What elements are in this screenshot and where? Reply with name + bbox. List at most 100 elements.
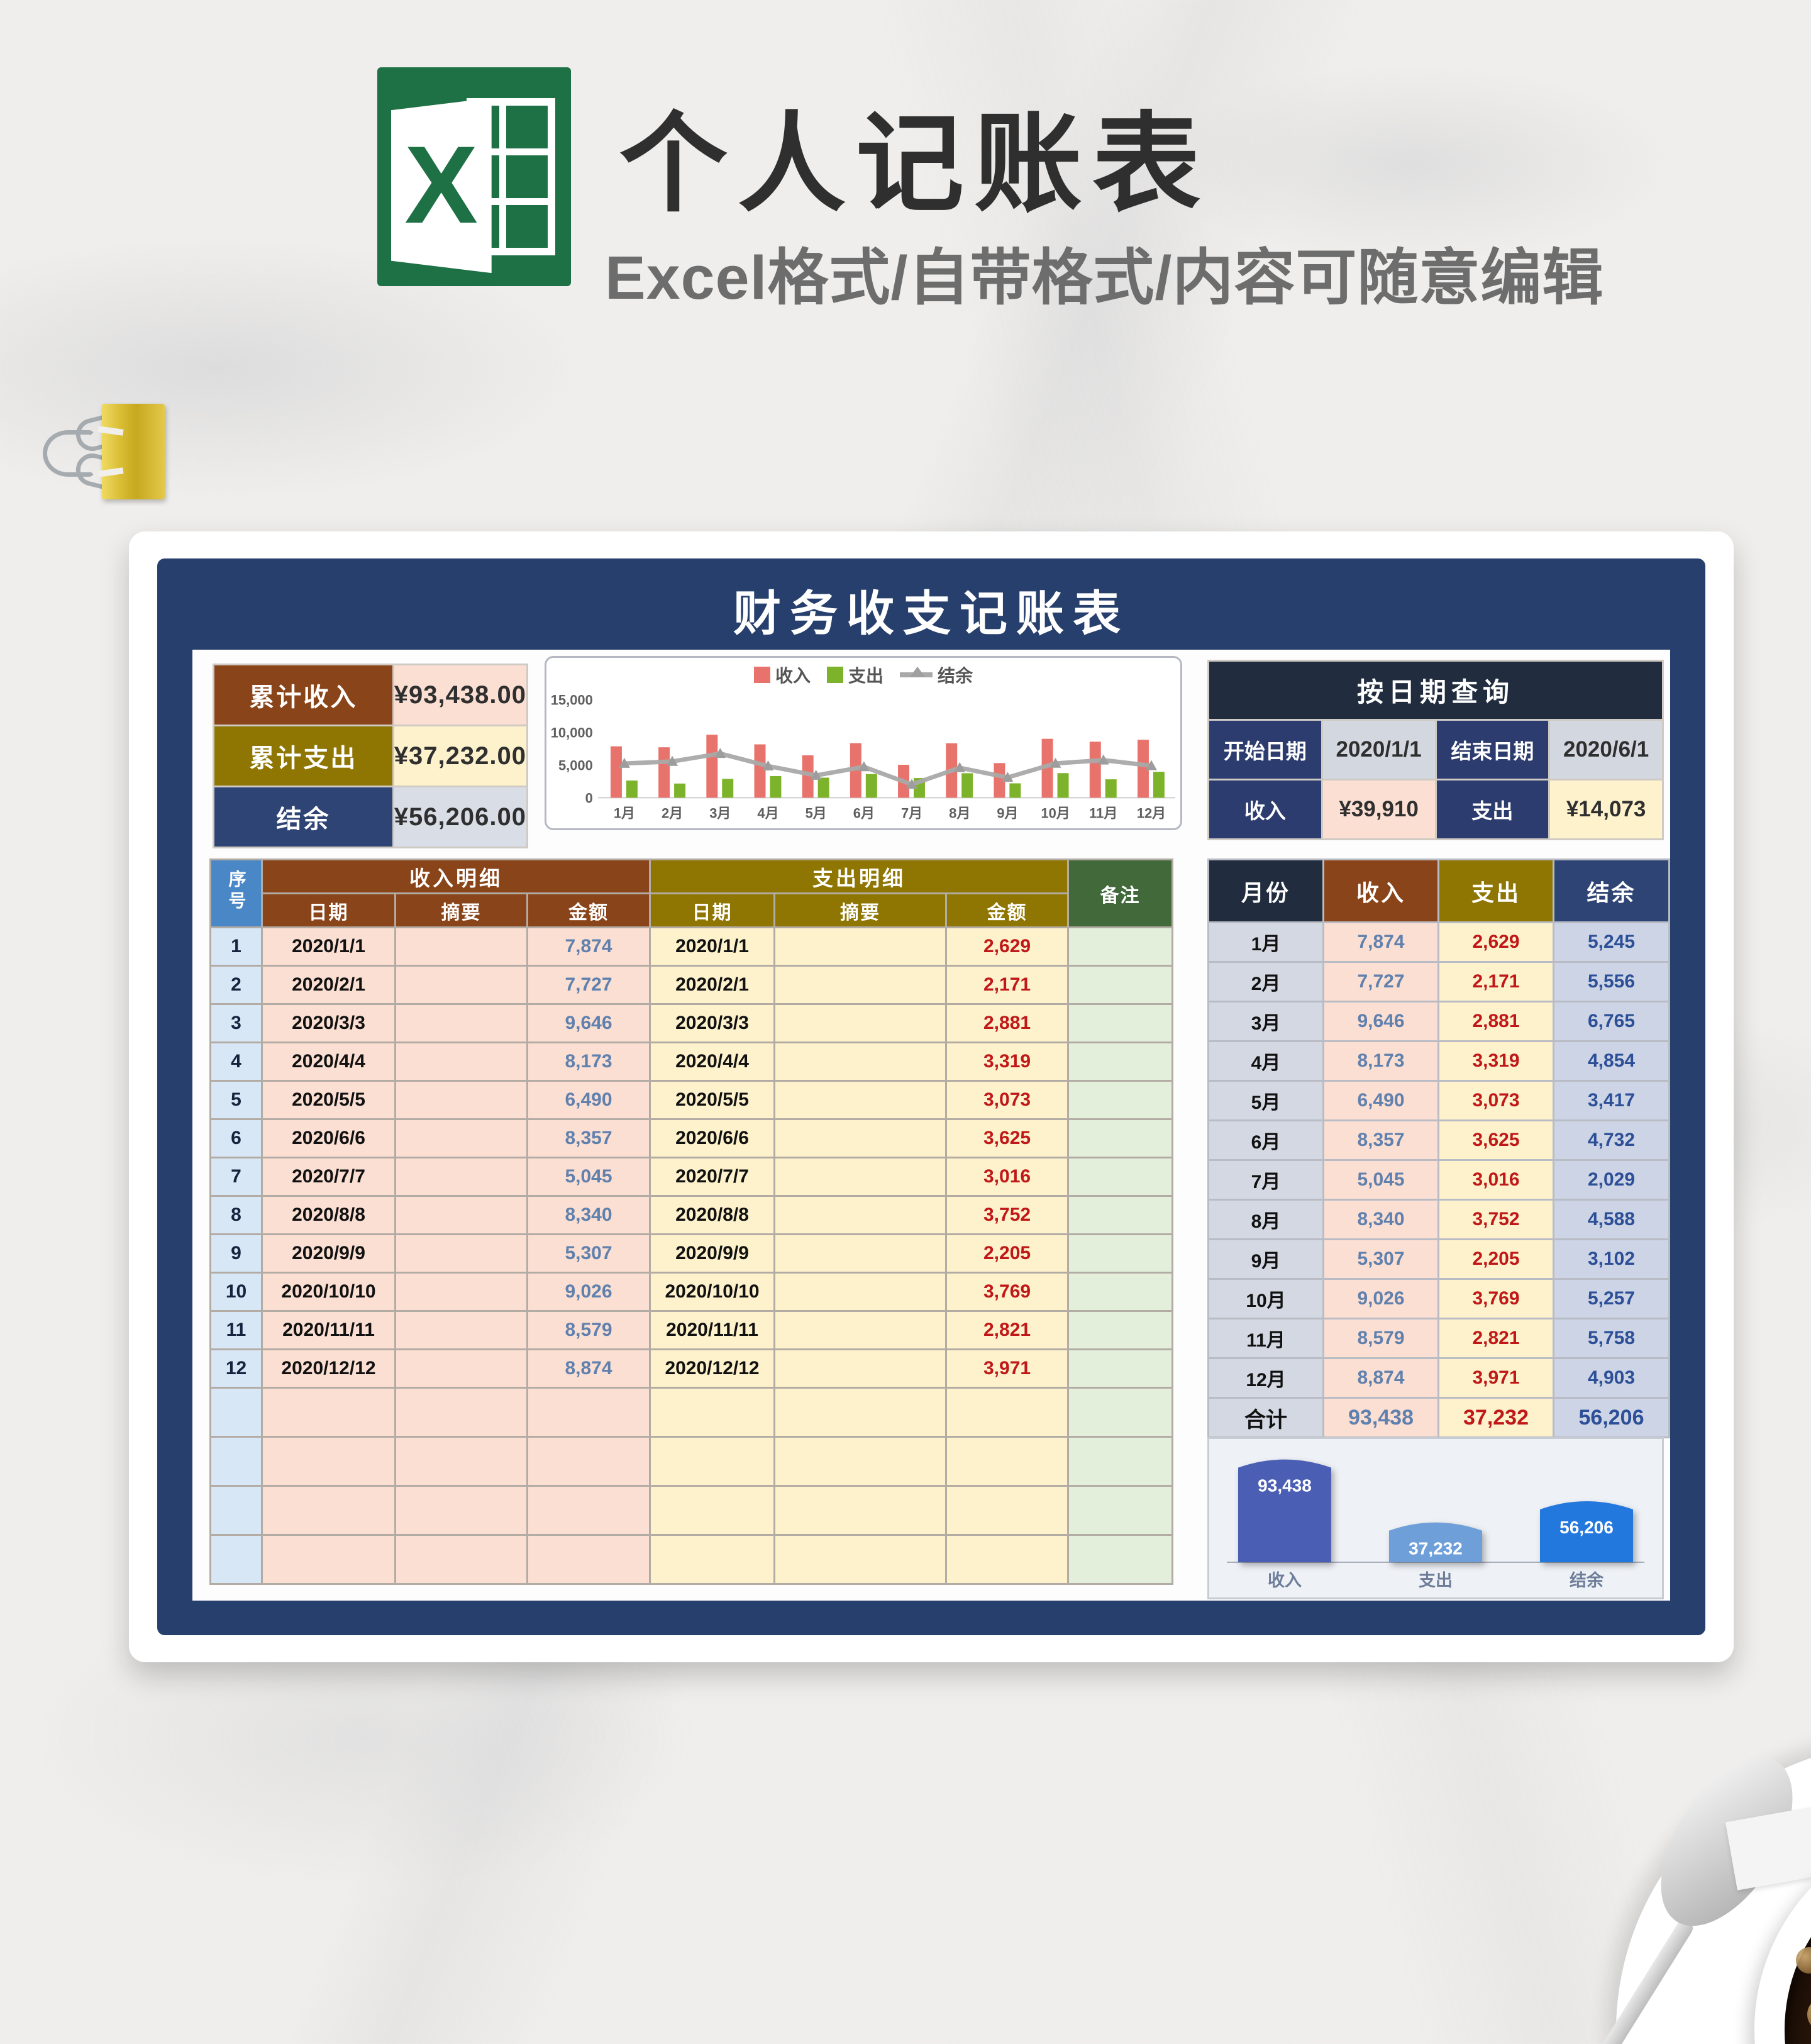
month-income-cell[interactable]: 7,874	[1322, 921, 1439, 963]
expense-date-cell[interactable]	[649, 1485, 776, 1536]
month-balance-cell[interactable]: 4,732	[1553, 1119, 1670, 1161]
expense-summary-cell[interactable]	[773, 1041, 948, 1082]
expense-date-cell[interactable]: 2020/8/8	[649, 1195, 776, 1235]
expense-summary-cell[interactable]	[773, 1310, 948, 1350]
index-cell[interactable]: 1	[209, 926, 263, 967]
expense-amount-cell[interactable]: 3,971	[945, 1348, 1070, 1389]
income-amount-cell[interactable]: 8,874	[526, 1348, 651, 1389]
income-amount-cell[interactable]: 8,579	[526, 1310, 651, 1350]
remark-cell[interactable]	[1067, 1195, 1174, 1235]
month-expense-cell[interactable]: 2,881	[1437, 1001, 1554, 1042]
income-summary-cell[interactable]	[394, 1003, 528, 1043]
expense-summary-cell[interactable]	[773, 1080, 948, 1120]
expense-summary-cell[interactable]	[773, 1387, 948, 1438]
expense-date-cell[interactable]: 2020/4/4	[649, 1041, 776, 1082]
col-header-income-group[interactable]: 收入明细	[260, 858, 651, 894]
col-header-income-summary[interactable]: 摘要	[394, 892, 528, 928]
expense-summary-cell[interactable]	[773, 1436, 948, 1487]
remark-cell[interactable]	[1067, 1233, 1174, 1274]
remark-cell[interactable]	[1067, 926, 1174, 967]
month-balance-cell[interactable]: 4,903	[1553, 1357, 1670, 1399]
income-summary-cell[interactable]	[394, 1080, 528, 1120]
month-balance-cell[interactable]: 5,556	[1553, 961, 1670, 1003]
expense-date-cell[interactable]: 2020/12/12	[649, 1348, 776, 1389]
income-summary-cell[interactable]	[394, 1485, 528, 1536]
month-expense-cell[interactable]: 2,205	[1437, 1238, 1554, 1280]
remark-cell[interactable]	[1067, 1080, 1174, 1120]
month-cell[interactable]: 4月	[1207, 1040, 1324, 1082]
month-income-cell[interactable]: 8,874	[1322, 1357, 1439, 1399]
month-income-cell[interactable]: 8,357	[1322, 1119, 1439, 1161]
income-summary-cell[interactable]	[394, 1157, 528, 1197]
index-cell[interactable]: 5	[209, 1080, 263, 1120]
expense-date-cell[interactable]	[649, 1436, 776, 1487]
expense-amount-cell[interactable]: 2,171	[945, 965, 1070, 1005]
expense-summary-cell[interactable]	[773, 965, 948, 1005]
income-date-cell[interactable]: 2020/5/5	[261, 1080, 396, 1120]
expense-summary-cell[interactable]	[773, 1003, 948, 1043]
month-balance-cell[interactable]: 6,765	[1553, 1001, 1670, 1042]
remark-cell[interactable]	[1067, 1387, 1174, 1438]
query-income-value[interactable]: ¥39,910	[1321, 779, 1437, 840]
remark-cell[interactable]	[1067, 1003, 1174, 1043]
income-summary-cell[interactable]	[394, 1272, 528, 1312]
remark-cell[interactable]	[1067, 1310, 1174, 1350]
month-cell[interactable]: 3月	[1207, 1001, 1324, 1042]
month-balance-cell[interactable]: 5,257	[1553, 1278, 1670, 1319]
income-amount-cell[interactable]: 5,307	[526, 1233, 651, 1274]
income-amount-cell[interactable]	[526, 1387, 651, 1438]
month-cell[interactable]: 5月	[1207, 1080, 1324, 1121]
expense-amount-cell[interactable]: 2,821	[945, 1310, 1070, 1350]
income-amount-cell[interactable]: 7,874	[526, 926, 651, 967]
month-cell[interactable]: 6月	[1207, 1119, 1324, 1161]
expense-amount-cell[interactable]: 3,073	[945, 1080, 1070, 1120]
income-summary-cell[interactable]	[394, 965, 528, 1005]
income-date-cell[interactable]: 2020/2/1	[261, 965, 396, 1005]
expense-date-cell[interactable]: 2020/6/6	[649, 1118, 776, 1158]
expense-date-cell[interactable]	[649, 1534, 776, 1585]
month-expense-cell[interactable]: 2,171	[1437, 961, 1554, 1003]
index-cell[interactable]	[209, 1534, 263, 1585]
expense-date-cell[interactable]: 2020/11/11	[649, 1310, 776, 1350]
col-header-income-date[interactable]: 日期	[261, 892, 396, 928]
month-expense-cell[interactable]: 3,073	[1437, 1080, 1554, 1121]
income-amount-cell[interactable]: 9,026	[526, 1272, 651, 1312]
expense-amount-cell[interactable]	[945, 1534, 1070, 1585]
index-cell[interactable]: 6	[209, 1118, 263, 1158]
expense-date-cell[interactable]: 2020/5/5	[649, 1080, 776, 1120]
index-cell[interactable]: 12	[209, 1348, 263, 1389]
month-cell[interactable]: 10月	[1207, 1278, 1324, 1319]
remark-cell[interactable]	[1067, 965, 1174, 1005]
col-header-expense-summary[interactable]: 摘要	[773, 892, 948, 928]
query-expense-value[interactable]: ¥14,073	[1548, 779, 1664, 840]
month-cell[interactable]: 2月	[1207, 961, 1324, 1003]
expense-date-cell[interactable]: 2020/9/9	[649, 1233, 776, 1274]
month-income-cell[interactable]: 9,026	[1322, 1278, 1439, 1319]
income-amount-cell[interactable]: 6,490	[526, 1080, 651, 1120]
income-date-cell[interactable]	[261, 1534, 396, 1585]
expense-amount-cell[interactable]: 3,625	[945, 1118, 1070, 1158]
income-summary-cell[interactable]	[394, 1534, 528, 1585]
expense-amount-cell[interactable]: 2,881	[945, 1003, 1070, 1043]
expense-col-header[interactable]: 支出	[1437, 858, 1554, 923]
summary-income-label[interactable]: 累计收入	[213, 664, 394, 726]
income-date-cell[interactable]: 2020/9/9	[261, 1233, 396, 1274]
remark-cell[interactable]	[1067, 1348, 1174, 1389]
remark-cell[interactable]	[1067, 1041, 1174, 1082]
remark-cell[interactable]	[1067, 1272, 1174, 1312]
month-income-cell[interactable]: 9,646	[1322, 1001, 1439, 1042]
income-date-cell[interactable]: 2020/7/7	[261, 1157, 396, 1197]
remark-cell[interactable]	[1067, 1436, 1174, 1487]
month-income-cell[interactable]: 93,438	[1322, 1397, 1439, 1438]
index-cell[interactable]	[209, 1436, 263, 1487]
col-header-income-amount[interactable]: 金额	[526, 892, 651, 928]
expense-amount-cell[interactable]: 2,205	[945, 1233, 1070, 1274]
summary-expense-label[interactable]: 累计支出	[213, 725, 394, 787]
income-amount-cell[interactable]	[526, 1485, 651, 1536]
income-date-cell[interactable]: 2020/3/3	[261, 1003, 396, 1043]
expense-summary-cell[interactable]	[773, 1272, 948, 1312]
income-date-cell[interactable]	[261, 1436, 396, 1487]
income-date-cell[interactable]: 2020/1/1	[261, 926, 396, 967]
month-balance-cell[interactable]: 3,102	[1553, 1238, 1670, 1280]
month-balance-cell[interactable]: 4,588	[1553, 1199, 1670, 1240]
